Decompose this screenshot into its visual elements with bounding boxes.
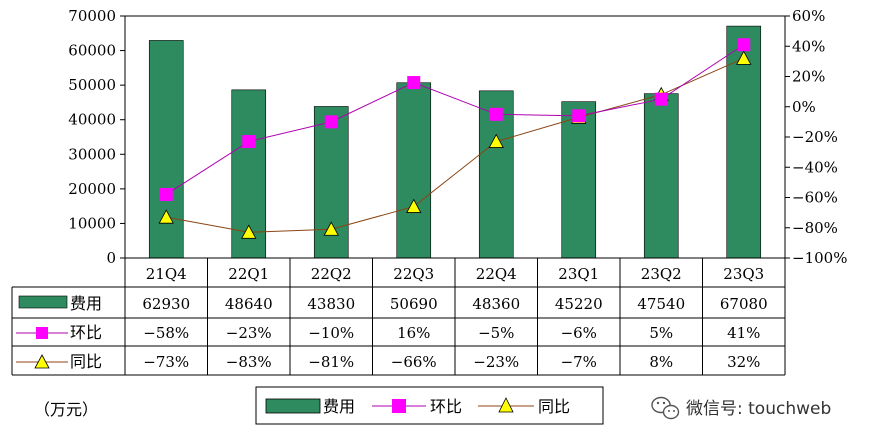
point-yoy-22Q3 bbox=[406, 198, 422, 213]
table-cell-line: −7% bbox=[561, 353, 597, 371]
row-key-yoy bbox=[34, 354, 50, 369]
legend: 费用 环比 同比 bbox=[255, 386, 604, 425]
left-tick-label: 10000 bbox=[68, 214, 116, 232]
point-mom-22Q2 bbox=[324, 115, 338, 129]
legend-marker-mom bbox=[392, 399, 406, 413]
right-tick-label: 60% bbox=[792, 7, 825, 25]
table-cell-line: −81% bbox=[308, 353, 354, 371]
table-cell-line: −58% bbox=[143, 324, 189, 342]
chart-frame bbox=[124, 15, 786, 259]
point-yoy-22Q2 bbox=[323, 221, 339, 236]
point-yoy-22Q4 bbox=[488, 133, 504, 148]
legend-marker-yoy bbox=[498, 397, 514, 413]
row-key-expense bbox=[18, 295, 68, 309]
unit-label: （万元） bbox=[34, 400, 98, 419]
table-cell-line: −23% bbox=[473, 353, 519, 371]
point-mom-22Q4 bbox=[489, 107, 503, 121]
legend-label-yoy: 同比 bbox=[538, 397, 570, 416]
bar-21Q4 bbox=[148, 40, 184, 259]
row-header-expense: 费用 bbox=[70, 294, 102, 313]
point-mom-22Q1 bbox=[242, 135, 256, 149]
category-label: 23Q2 bbox=[641, 265, 682, 283]
table-cell-bar: 62930 bbox=[142, 295, 190, 313]
table-cell-line: 16% bbox=[397, 324, 430, 342]
right-tick-label: −80% bbox=[792, 219, 838, 237]
series-line-yoy bbox=[166, 57, 744, 233]
right-tick-label: −20% bbox=[792, 128, 838, 146]
point-mom-23Q1 bbox=[572, 109, 586, 123]
point-mom-22Q3 bbox=[407, 76, 421, 90]
legend-label-expense: 费用 bbox=[323, 397, 355, 416]
wechat-icon bbox=[651, 396, 680, 420]
legend-label-mom: 环比 bbox=[430, 397, 462, 416]
row-header-mom: 环比 bbox=[70, 323, 102, 342]
table-cell-bar: 45220 bbox=[555, 295, 603, 313]
legend-swatch-expense bbox=[265, 398, 321, 414]
category-label: 23Q3 bbox=[723, 265, 764, 283]
table-cell-line: 41% bbox=[727, 324, 760, 342]
right-tick-label: −40% bbox=[792, 158, 838, 176]
left-tick-label: 40000 bbox=[68, 111, 116, 129]
point-yoy-21Q4 bbox=[158, 209, 174, 224]
left-tick-label: 50000 bbox=[68, 76, 116, 94]
table-cell-line: −6% bbox=[561, 324, 597, 342]
table-cell-line: −66% bbox=[391, 353, 437, 371]
table-cell-line: −83% bbox=[226, 353, 272, 371]
left-tick-label: 0 bbox=[106, 249, 116, 267]
bars bbox=[148, 25, 762, 259]
bar-22Q3 bbox=[396, 82, 432, 259]
watermark: 微信号: touchweb bbox=[651, 396, 831, 420]
point-mom-21Q4 bbox=[159, 187, 173, 201]
table-cell-line: −73% bbox=[143, 353, 189, 371]
plot-area-border bbox=[124, 15, 786, 259]
table-cell-line: 5% bbox=[649, 324, 673, 342]
bar-23Q1 bbox=[561, 101, 597, 259]
table-cell-line: −5% bbox=[478, 324, 514, 342]
data-table: 21Q4 22Q1 22Q2 22Q3 22Q4 23Q1 23Q2 23Q3 62930 486… bbox=[11, 257, 786, 376]
axis-ticks: 0 10000 20000 30000 40000 50000 60000 70000 −100… bbox=[68, 7, 847, 267]
table-cell-bar: 43830 bbox=[307, 295, 355, 313]
left-tick-label: 30000 bbox=[68, 145, 116, 163]
point-mom-23Q2 bbox=[654, 92, 668, 106]
category-label: 22Q1 bbox=[228, 265, 269, 283]
point-mom-23Q3 bbox=[737, 38, 751, 52]
table-cell-line: 32% bbox=[727, 353, 760, 371]
right-tick-label: 0% bbox=[792, 98, 816, 116]
right-tick-label: −100% bbox=[792, 249, 847, 267]
table-cell-bar: 47540 bbox=[637, 295, 685, 313]
left-tick-label: 60000 bbox=[68, 42, 116, 60]
right-tick-label: 20% bbox=[792, 68, 825, 86]
right-tick-label: −60% bbox=[792, 189, 838, 207]
table-cell-line: −23% bbox=[226, 324, 272, 342]
table-cell-bar: 48360 bbox=[472, 295, 520, 313]
table-cell-bar: 67080 bbox=[720, 295, 768, 313]
row-key-mom bbox=[36, 327, 48, 339]
watermark-text: 微信号: touchweb bbox=[686, 399, 831, 419]
left-tick-label: 70000 bbox=[68, 7, 116, 25]
category-label: 21Q4 bbox=[146, 265, 187, 283]
series-line-mom bbox=[165, 44, 745, 195]
category-label: 22Q3 bbox=[393, 265, 434, 283]
left-tick-label: 20000 bbox=[68, 180, 116, 198]
table-cell-line: 8% bbox=[649, 353, 673, 371]
row-header-yoy: 同比 bbox=[70, 352, 102, 371]
table-cell-bar: 50690 bbox=[390, 295, 438, 313]
point-yoy-22Q1 bbox=[241, 224, 257, 239]
right-tick-label: 40% bbox=[792, 37, 825, 55]
table-cell-line: −10% bbox=[308, 324, 354, 342]
point-yoy-23Q3 bbox=[736, 50, 752, 65]
bar-23Q2 bbox=[643, 93, 679, 259]
lines bbox=[158, 38, 752, 239]
category-label: 23Q1 bbox=[558, 265, 599, 283]
category-label: 22Q4 bbox=[476, 265, 517, 283]
table-cell-bar: 48640 bbox=[225, 295, 273, 313]
category-label: 22Q2 bbox=[311, 265, 352, 283]
